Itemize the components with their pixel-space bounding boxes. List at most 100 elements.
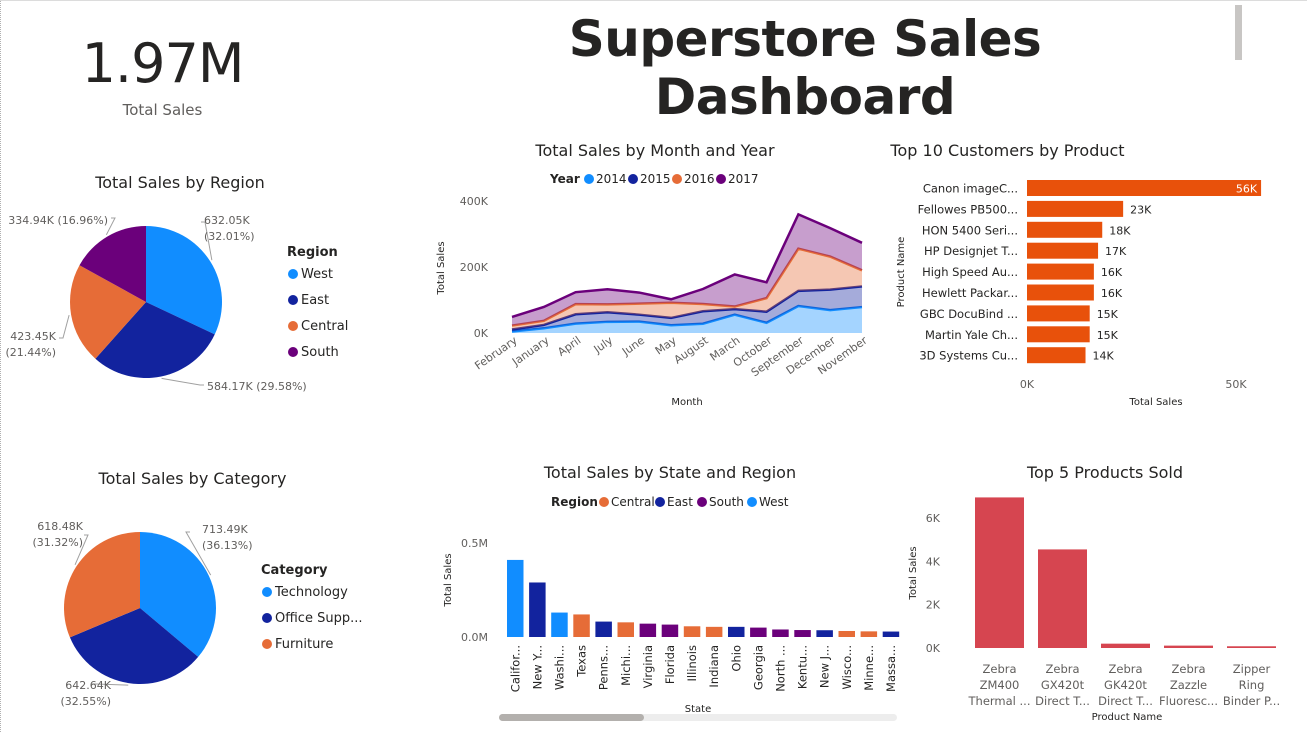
top-customers-value-label: 15K [1097,329,1119,342]
category-pie-slice-0[interactable] [140,532,217,657]
top-products-bar[interactable] [975,497,1024,648]
region-pie-slice-1[interactable] [95,302,215,378]
top-customers-bar[interactable] [1027,326,1090,343]
state-region-bar[interactable] [816,630,833,637]
top-customers-value-label: 16K [1101,287,1123,300]
category-pie-legend-label-2: Furniture [275,637,333,652]
state-region-bar[interactable] [529,582,546,637]
category-pie-data-pct-2: (31.32%) [32,536,83,549]
region-pie-legend-label-1: East [301,293,329,308]
top-customers-bar[interactable] [1027,221,1103,238]
top-customers-bar[interactable] [1027,284,1094,301]
top-products-bar[interactable] [1227,646,1276,648]
state-region-bar[interactable] [838,630,856,637]
state-region-bar[interactable] [794,630,811,637]
region-pie-legend-marker-0 [288,269,298,279]
state-region-bar[interactable] [750,627,767,637]
state-region-bar[interactable] [639,623,657,637]
vertical-scroll-indicator[interactable] [1235,5,1242,60]
region-pie-slice-3[interactable] [79,226,146,302]
top-customers-bar[interactable] [1027,347,1086,364]
category-pie-legend-marker-2 [262,639,272,649]
category-pie-data-pct-1: (32.55%) [60,695,111,708]
state-region-bar[interactable] [882,631,900,637]
state-region-title: Total Sales by State and Region [543,463,797,482]
state-region-xtick: Illinois [685,645,699,682]
state-region-bar[interactable] [705,626,723,637]
top-products-xtick-line: Ring [1239,678,1265,692]
top-products-bar[interactable] [1164,645,1213,648]
month-area-ytick-2: 400K [460,195,489,208]
top-customers-category-label: HP Designjet T... [924,244,1018,258]
month-area-fill-1[interactable] [512,286,862,332]
month-area-fill-3[interactable] [512,214,862,326]
top-products-bar[interactable] [1101,643,1150,648]
month-area-legend-marker-2 [672,174,682,184]
category-pie-legend-marker-1 [262,613,272,623]
month-area-line-2[interactable] [511,247,863,327]
month-area-fill-0[interactable] [512,306,862,333]
state-region-bar[interactable] [683,626,701,637]
top-customers-bar[interactable] [1027,263,1094,280]
top-products-xtick-line: GK420t [1104,678,1147,692]
top-customers-category-label: Martin Yale Ch... [925,328,1018,342]
region-pie-legend-marker-1 [288,295,298,305]
canvas-top-border [0,0,1307,1]
top-products-bar[interactable] [1038,549,1087,648]
state-region-xtick: Massa... [884,645,898,692]
state-region-xtick: North ... [773,645,787,692]
state-region-legend-label-0: Central [611,495,655,509]
region-pie-data-pct-2: (21.44%) [5,346,56,359]
top-products-xtick-line: Zazzle [1170,678,1207,692]
region-pie-slice-0[interactable] [146,226,222,335]
canvas-left-border [0,0,2,732]
region-pie-legend-label-3: South [301,345,339,360]
top-customers-value-label: 16K [1101,266,1123,279]
region-pie-leader-2 [59,314,70,339]
category-pie-leader-2 [74,534,89,566]
state-region-bar[interactable] [661,624,679,637]
state-region-bar[interactable] [728,626,745,637]
month-area-line-0[interactable] [511,304,863,333]
month-area-legend-label-3: 2017 [728,172,759,186]
month-area-fill-2[interactable] [512,248,862,330]
state-region-bar[interactable] [573,614,590,637]
category-pie-title: Total Sales by Category [98,469,287,488]
state-region-bar[interactable] [617,622,635,637]
state-region-bar[interactable] [595,621,612,637]
state-region-bar[interactable] [860,631,878,637]
top-products-ytick-3: 6K [926,512,941,525]
region-pie-data-label-2: 423.45K [10,330,56,343]
state-region-bar[interactable] [772,629,789,637]
state-region-legend-label-3: West [759,495,789,509]
top-products-xtick-line: GX420t [1041,678,1085,692]
top-products-xtick-line: Zebra [1108,662,1142,676]
state-chart-scrollbar-track[interactable] [499,714,897,721]
region-pie-slice-2[interactable] [70,265,146,359]
top-customers-category-label: High Speed Au... [922,265,1018,279]
state-region-xtick: Califor... [508,645,522,692]
month-area-line-3[interactable] [511,212,863,319]
state-region-bar[interactable] [507,559,524,637]
top-products-xtick-line: ZM400 [980,678,1020,692]
month-area-line-1[interactable] [511,285,863,331]
top-customers-category-label: Canon imageC... [923,182,1018,196]
top-customers-bar[interactable] [1027,180,1262,196]
top-products-ytick-0: 0K [926,642,941,655]
top-customers-bar[interactable] [1027,200,1124,217]
category-pie-slice-1[interactable] [69,608,199,684]
state-chart-scrollbar-thumb[interactable] [499,714,644,721]
month-area-legend-marker-1 [628,174,638,184]
top-customers-title: Top 10 Customers by Product [890,141,1125,160]
state-region-bar[interactable] [551,612,568,637]
category-pie-slice-2[interactable] [63,532,140,638]
top-customers-bar[interactable] [1027,305,1090,322]
state-region-xtick: Penns... [597,645,611,690]
state-region-xtick: New J... [818,645,832,688]
month-area-xtick-6: August [672,333,712,366]
top-customers-bar[interactable] [1027,242,1099,259]
state-region-legend-marker-1 [655,497,665,507]
state-region-xtick: Indiana [707,645,721,688]
category-pie-legend-label-1: Office Supp... [275,611,362,626]
